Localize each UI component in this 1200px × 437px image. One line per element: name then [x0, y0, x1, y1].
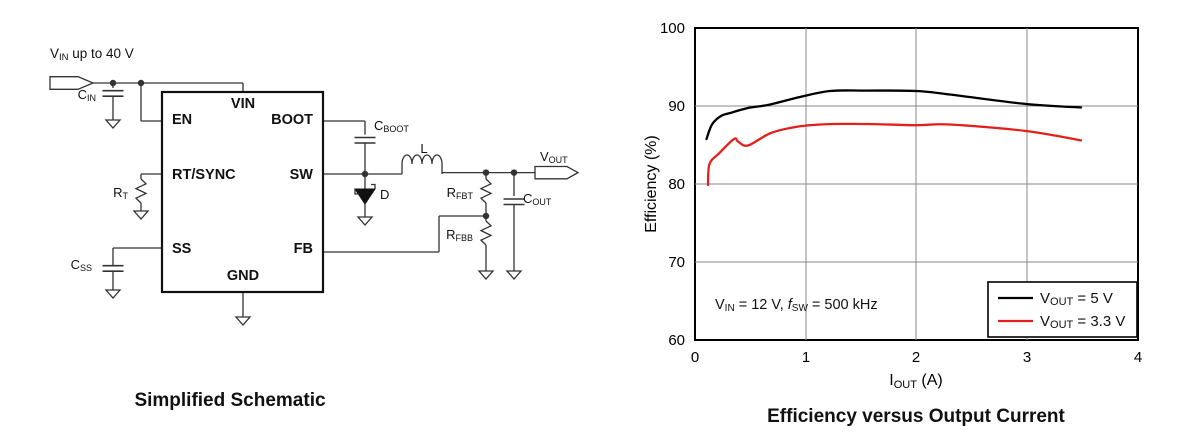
svg-text:100: 100	[660, 20, 685, 37]
svg-text:Simplified Schematic: Simplified Schematic	[134, 390, 326, 411]
svg-text:80: 80	[668, 176, 685, 193]
svg-text:70: 70	[668, 254, 685, 271]
svg-text:SS: SS	[172, 241, 192, 257]
svg-text:3: 3	[1023, 349, 1031, 366]
svg-text:1: 1	[802, 349, 810, 366]
svg-text:60: 60	[668, 332, 685, 349]
svg-text:FB: FB	[294, 241, 313, 257]
svg-text:GND: GND	[227, 268, 259, 284]
svg-text:90: 90	[668, 98, 685, 115]
svg-text:D: D	[380, 187, 389, 202]
svg-text:EN: EN	[172, 112, 192, 128]
svg-text:VIN: VIN	[231, 96, 255, 112]
svg-text:Efficiency versus Output Curre: Efficiency versus Output Current	[767, 406, 1065, 427]
svg-text:4: 4	[1134, 349, 1142, 366]
svg-text:2: 2	[912, 349, 920, 366]
svg-text:L: L	[420, 141, 427, 156]
svg-text:SW: SW	[290, 167, 314, 183]
svg-text:BOOT: BOOT	[271, 112, 313, 128]
svg-text:Efficiency (%): Efficiency (%)	[643, 135, 660, 233]
svg-text:RT/SYNC: RT/SYNC	[172, 167, 236, 183]
svg-text:0: 0	[691, 349, 699, 366]
